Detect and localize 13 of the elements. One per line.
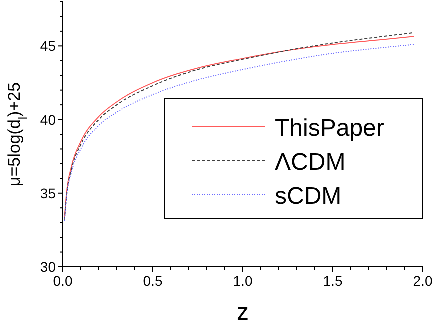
legend-label: ΛCDM [275,149,346,176]
y-tick-label: 30 [40,259,56,275]
legend-label: sCDM [275,183,342,210]
x-tick-label: 0.0 [53,273,73,289]
x-tick-label: 1.5 [323,273,343,289]
legend-label: ThisPaper [275,115,384,142]
y-tick-label: 45 [40,38,56,54]
x-axis-title: z [237,299,249,326]
y-tick-label: 40 [40,112,56,128]
y-tick-label: 35 [40,185,56,202]
x-tick-label: 0.5 [143,273,163,289]
x-tick-label: 1.0 [233,273,253,289]
x-tick-label: 2.0 [413,273,433,289]
